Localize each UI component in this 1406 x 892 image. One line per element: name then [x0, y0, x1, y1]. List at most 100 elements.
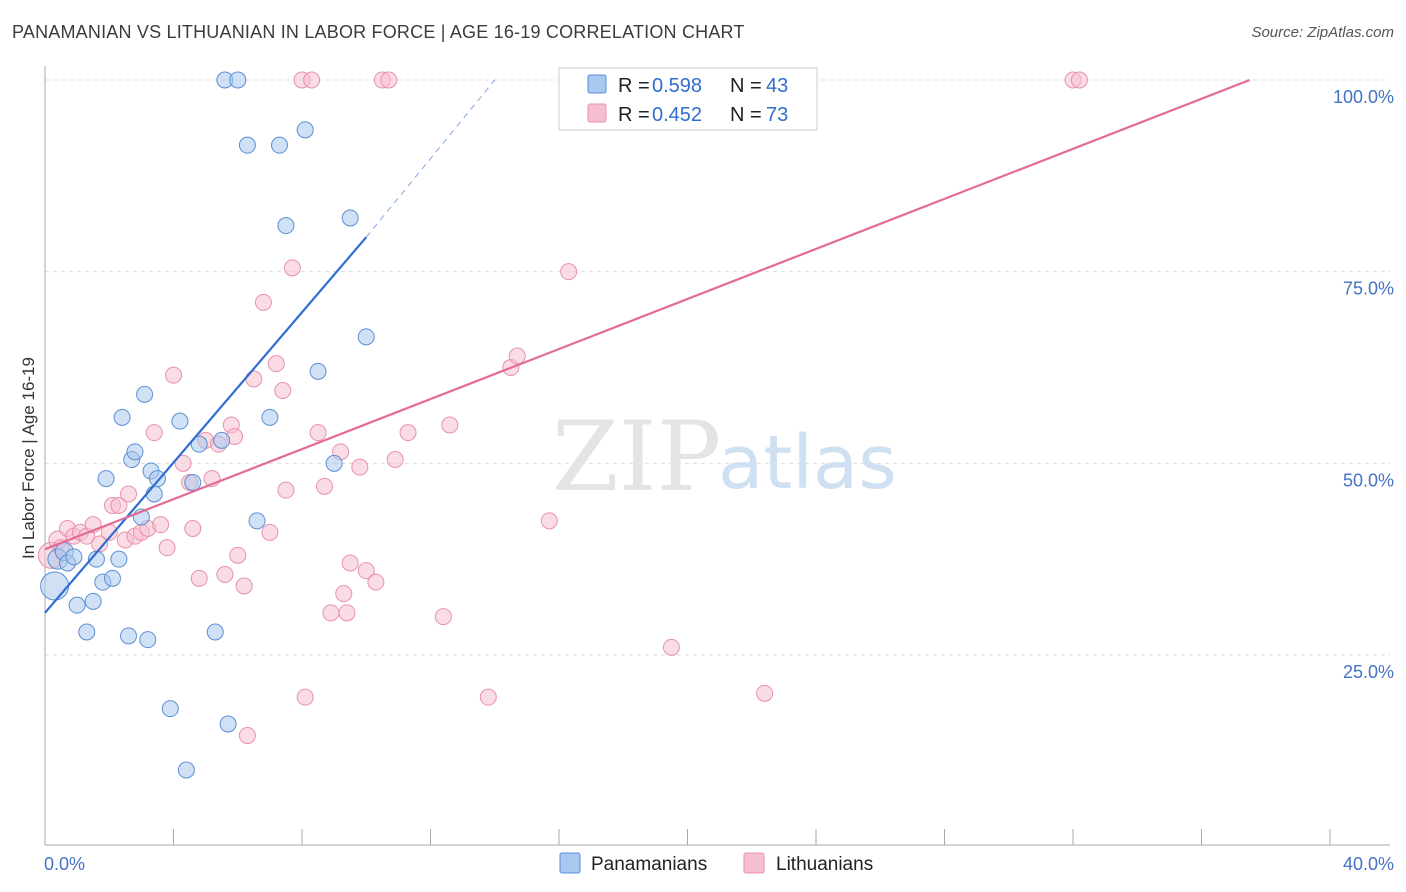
lithuanian-point — [245, 370, 263, 388]
panamanian-trend-extension — [365, 79, 496, 238]
panamanian-point — [103, 569, 121, 587]
lithuanian-point — [560, 263, 578, 281]
bottom-legend-lithuanians: Lithuanians — [776, 854, 873, 875]
lithuanian-point — [508, 347, 526, 365]
panamanian-point — [126, 443, 144, 461]
grid-lines — [45, 79, 1390, 656]
panamanian-point — [68, 596, 86, 614]
y-axis-label: In Labor Force | Age 16-19 — [19, 357, 38, 559]
panamanian-point — [145, 485, 163, 503]
panamanian-point — [206, 623, 224, 641]
panamanian-point — [65, 548, 83, 566]
y-tick-label: 100.0% — [1333, 87, 1394, 107]
panamanian-point — [190, 435, 208, 453]
legend-n-value-lithuanians: 73 — [766, 104, 788, 126]
panamanian-point — [213, 431, 231, 449]
panamanian-point — [161, 700, 179, 718]
lithuanian-point — [386, 451, 404, 468]
lithuanian-point — [120, 485, 138, 503]
lithuanian-point — [165, 366, 182, 384]
lithuanian-point — [303, 71, 321, 89]
watermark-atlas: atlas — [718, 420, 897, 506]
lithuanian-point — [1070, 71, 1088, 89]
lithuanian-point — [267, 355, 285, 373]
panamanian-point — [171, 412, 189, 430]
watermark-zip: ZIP — [552, 401, 721, 513]
panamanian-point — [139, 631, 157, 649]
panamanian-point — [325, 454, 343, 472]
lithuanian-point — [296, 688, 314, 706]
legend-n-label-panamanians: N = — [730, 75, 762, 97]
lithuanian-point — [277, 481, 295, 499]
panamanian-points — [40, 71, 375, 779]
panamanian-point — [136, 385, 154, 403]
panamanian-point — [309, 362, 327, 380]
panamanian-point — [184, 474, 202, 491]
bottom-legend: Panamanians Lithuanians — [559, 852, 873, 875]
lithuanian-point — [190, 569, 208, 587]
lithuanian-point — [399, 424, 417, 442]
panamanian-point — [110, 550, 128, 568]
panamanian-point — [277, 217, 295, 235]
panamanian-point — [238, 136, 256, 154]
lithuanian-point — [254, 293, 272, 311]
panamanian-point — [296, 121, 314, 139]
panamanian-point — [261, 408, 279, 426]
panamanian-point — [357, 328, 375, 346]
y-tick-label: 75.0% — [1343, 279, 1394, 299]
legend-r-label-lithuanians: R = — [618, 104, 650, 126]
lithuanian-point — [338, 604, 356, 622]
lithuanian-point — [238, 727, 256, 744]
axes — [44, 66, 1390, 846]
source-credit: Source: ZipAtlas.com — [1251, 24, 1394, 41]
lithuanian-point — [540, 512, 558, 530]
panamanian-point — [78, 623, 96, 641]
y-tick-label: 50.0% — [1343, 470, 1394, 490]
panamanian-point — [84, 592, 102, 610]
panamanian-point — [177, 761, 195, 779]
lithuanian-point — [184, 520, 202, 537]
legend-n-value-panamanians: 43 — [766, 75, 788, 97]
lithuanian-point — [174, 454, 192, 472]
panamanian-trend-line — [44, 236, 368, 614]
panamanian-point — [97, 470, 115, 488]
y-tick-labels: 25.0% 50.0% 75.0% 100.0% — [1333, 87, 1394, 682]
lithuanian-point — [335, 585, 353, 603]
legend-r-value-panamanians: 0.598 — [652, 75, 702, 97]
panamanian-point — [341, 209, 359, 227]
lithuanian-point — [216, 566, 234, 583]
chart-title: PANAMANIAN VS LITHUANIAN IN LABOR FORCE … — [12, 22, 745, 42]
lithuanian-point — [235, 577, 253, 595]
lithuanian-point — [441, 416, 459, 434]
panamanian-point — [219, 715, 237, 733]
lithuanian-point — [351, 458, 369, 476]
x-tick-label-max: 40.0% — [1343, 854, 1394, 874]
panamanian-point — [120, 627, 138, 645]
lithuanian-point — [367, 573, 385, 591]
lithuanian-point — [756, 684, 774, 702]
bottom-legend-swatch-lithuanians — [743, 852, 765, 874]
watermark: ZIP atlas — [552, 401, 897, 513]
lithuanian-point — [283, 259, 301, 277]
bottom-legend-swatch-panamanians — [559, 852, 581, 874]
lithuanian-point — [434, 608, 452, 626]
legend-box: R = 0.598 N = 43 R = 0.452 N = 73 — [558, 67, 818, 131]
lithuanian-trend-line — [44, 78, 1251, 551]
lithuanian-point — [145, 424, 163, 442]
lithuanian-point — [341, 554, 359, 572]
trend-lines — [44, 78, 1251, 614]
lithuanian-point — [229, 546, 247, 564]
bottom-legend-panamanians: Panamanians — [591, 854, 707, 875]
lithuanian-point — [380, 71, 398, 89]
panamanian-point — [113, 408, 131, 426]
lithuanian-point — [274, 382, 292, 399]
lithuanian-point — [261, 523, 279, 541]
legend-r-label-panamanians: R = — [618, 75, 650, 97]
lithuanian-point — [315, 477, 333, 495]
legend-n-label-lithuanians: N = — [730, 104, 762, 126]
lithuanian-point — [309, 424, 327, 442]
panamanian-point — [229, 71, 247, 89]
lithuanian-point — [110, 497, 128, 514]
lithuanian-point — [479, 688, 497, 706]
